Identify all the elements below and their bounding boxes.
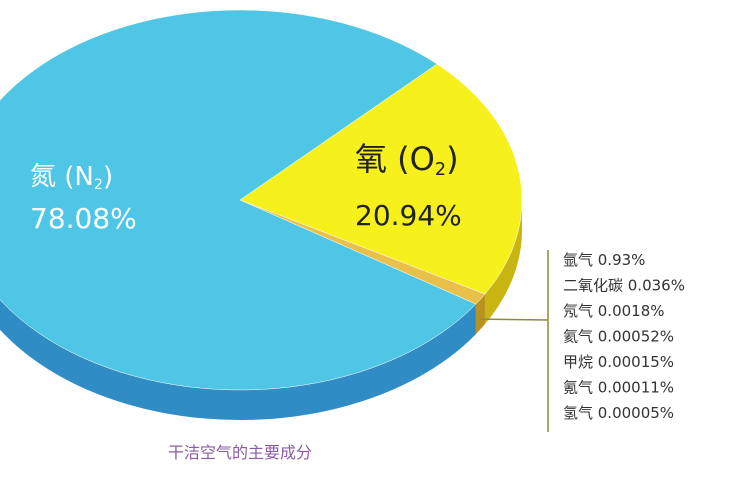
minor-component-label-5: 氪气 0.00011% [563,379,674,397]
pie-side-0-0 [0,299,476,420]
minor-component-label-1: 二氧化碳 0.036% [563,277,685,295]
chart-title: 干洁空气的主要成分 [168,443,312,462]
minor-component-label-2: 氖气 0.0018% [563,302,665,320]
slice-label-n2-value: 78.08% [30,202,137,235]
slice-label-n2-name: 氮 (N2) [30,162,113,193]
pie-slices [0,9,523,391]
minor-components-list: 氩气 0.93% 二氧化碳 0.036% 氖气 0.0018% 氦气 0.00052%… [480,250,685,432]
slice-label-o2-value: 20.94% [355,199,462,232]
pie-slice-1 [239,63,523,295]
leader-line-horizontal [480,318,549,321]
slice-label-o2-name: 氧 (O2) [355,140,459,180]
pie-slice-0 [0,9,477,391]
minor-component-label-3: 氦气 0.00052% [563,328,674,346]
pie-side-1-0 [484,200,522,325]
minor-component-label-4: 甲烷 0.00015% [563,353,674,371]
minor-component-label-6: 氢气 0.00005% [563,404,674,422]
pie-side-2-0 [475,294,485,335]
minor-component-label-0: 氩气 0.93% [563,251,645,269]
pie-3d-sides [0,200,522,420]
slice-labels: 氮 (N2) 78.08% 氧 (O2) 20.94% [30,140,462,235]
